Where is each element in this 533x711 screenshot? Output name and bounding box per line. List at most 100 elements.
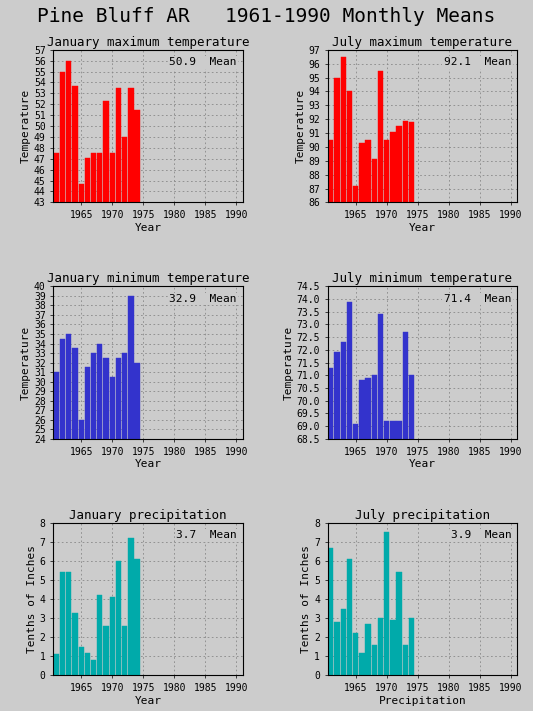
Bar bbox=[409, 619, 414, 675]
Bar bbox=[60, 72, 65, 203]
Bar bbox=[341, 342, 346, 439]
Bar bbox=[347, 92, 352, 203]
X-axis label: Precipitation: Precipitation bbox=[378, 696, 466, 706]
Bar bbox=[134, 109, 140, 203]
Bar bbox=[78, 184, 84, 203]
Bar bbox=[128, 296, 133, 439]
Bar bbox=[103, 358, 109, 439]
Bar bbox=[334, 353, 340, 439]
Bar bbox=[353, 634, 358, 675]
Bar bbox=[122, 353, 127, 439]
Bar bbox=[116, 88, 121, 203]
Bar bbox=[72, 612, 78, 675]
Bar bbox=[328, 140, 334, 203]
Bar bbox=[397, 421, 402, 439]
X-axis label: Year: Year bbox=[409, 459, 436, 469]
Text: Pine Bluff AR   1961-1990 Monthly Means: Pine Bluff AR 1961-1990 Monthly Means bbox=[37, 7, 496, 26]
Bar bbox=[134, 363, 140, 439]
Bar bbox=[66, 572, 71, 675]
Title: January minimum temperature: January minimum temperature bbox=[47, 272, 249, 285]
Bar bbox=[341, 57, 346, 203]
X-axis label: Year: Year bbox=[134, 223, 161, 232]
Bar bbox=[116, 561, 121, 675]
X-axis label: Year: Year bbox=[134, 696, 161, 706]
Bar bbox=[72, 348, 78, 439]
Bar bbox=[359, 653, 365, 675]
Bar bbox=[85, 653, 90, 675]
Bar bbox=[397, 126, 402, 203]
Bar bbox=[85, 368, 90, 439]
Bar bbox=[128, 88, 133, 203]
Bar bbox=[54, 154, 59, 203]
Bar bbox=[66, 334, 71, 439]
Y-axis label: Tenths of Inches: Tenths of Inches bbox=[302, 545, 311, 653]
Bar bbox=[85, 158, 90, 203]
Bar bbox=[78, 647, 84, 675]
Bar bbox=[60, 338, 65, 439]
Bar bbox=[116, 358, 121, 439]
Bar bbox=[353, 424, 358, 439]
Bar bbox=[397, 572, 402, 675]
Bar bbox=[390, 620, 395, 675]
X-axis label: Year: Year bbox=[134, 459, 161, 469]
Bar bbox=[409, 375, 414, 439]
Bar bbox=[402, 121, 408, 203]
Bar bbox=[328, 547, 334, 675]
Bar bbox=[328, 368, 334, 439]
Text: 3.7  Mean: 3.7 Mean bbox=[176, 530, 237, 540]
Bar bbox=[97, 154, 102, 203]
Bar bbox=[341, 609, 346, 675]
Bar bbox=[347, 301, 352, 439]
Bar bbox=[54, 372, 59, 439]
Y-axis label: Temperature: Temperature bbox=[296, 89, 305, 164]
Bar bbox=[66, 60, 71, 203]
Bar bbox=[359, 380, 365, 439]
Text: 50.9  Mean: 50.9 Mean bbox=[169, 58, 237, 68]
Bar bbox=[78, 419, 84, 439]
Bar bbox=[91, 154, 96, 203]
Bar bbox=[97, 343, 102, 439]
Title: July minimum temperature: July minimum temperature bbox=[333, 272, 512, 285]
Bar bbox=[378, 314, 383, 439]
Bar bbox=[334, 622, 340, 675]
Bar bbox=[409, 122, 414, 203]
Text: 71.4  Mean: 71.4 Mean bbox=[444, 294, 511, 304]
Title: July maximum temperature: July maximum temperature bbox=[333, 36, 512, 48]
Title: January maximum temperature: January maximum temperature bbox=[47, 36, 249, 48]
Bar bbox=[60, 572, 65, 675]
Bar bbox=[390, 421, 395, 439]
Title: January precipitation: January precipitation bbox=[69, 508, 227, 522]
Bar bbox=[72, 86, 78, 203]
Text: 32.9  Mean: 32.9 Mean bbox=[169, 294, 237, 304]
Bar bbox=[91, 353, 96, 439]
Title: July precipitation: July precipitation bbox=[355, 508, 490, 522]
Bar bbox=[134, 559, 140, 675]
Bar bbox=[353, 186, 358, 203]
Bar bbox=[372, 159, 377, 203]
Text: 3.9  Mean: 3.9 Mean bbox=[450, 530, 511, 540]
Bar bbox=[402, 645, 408, 675]
X-axis label: Year: Year bbox=[409, 223, 436, 232]
Bar bbox=[384, 421, 389, 439]
Bar bbox=[122, 137, 127, 203]
Bar bbox=[110, 377, 115, 439]
Bar bbox=[372, 645, 377, 675]
Bar bbox=[110, 597, 115, 675]
Bar bbox=[359, 143, 365, 203]
Bar bbox=[122, 626, 127, 675]
Text: 92.1  Mean: 92.1 Mean bbox=[444, 58, 511, 68]
Bar bbox=[110, 154, 115, 203]
Y-axis label: Temperature: Temperature bbox=[21, 89, 31, 164]
Bar bbox=[347, 559, 352, 675]
Bar bbox=[366, 624, 371, 675]
Bar bbox=[402, 332, 408, 439]
Y-axis label: Temperature: Temperature bbox=[284, 326, 294, 400]
Bar bbox=[54, 654, 59, 675]
Bar bbox=[378, 619, 383, 675]
Bar bbox=[91, 661, 96, 675]
Y-axis label: Tenths of Inches: Tenths of Inches bbox=[27, 545, 37, 653]
Bar bbox=[366, 140, 371, 203]
Bar bbox=[334, 77, 340, 203]
Bar bbox=[372, 375, 377, 439]
Bar bbox=[378, 70, 383, 203]
